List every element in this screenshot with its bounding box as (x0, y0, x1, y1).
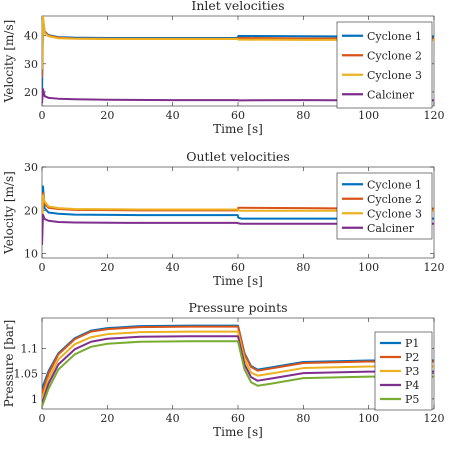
legend-label: Cyclone 1 (367, 30, 422, 43)
x-tick-label: 100 (358, 109, 379, 122)
legend-label: Cyclone 1 (367, 178, 422, 191)
x-axis-label: Time [s] (213, 122, 263, 136)
y-tick-label: 20 (24, 204, 38, 217)
y-tick-label: 30 (24, 161, 38, 174)
legend: Cyclone 1 Cyclone 2 Cyclone 3 Calciner (336, 21, 433, 109)
x-tick-label: 60 (231, 261, 245, 274)
series-group (42, 324, 434, 407)
legend-label: Cyclone 2 (367, 193, 422, 206)
y-axis-label: Pressure [bar] (2, 320, 16, 408)
x-axis-label: Time [s] (213, 425, 263, 439)
x-tick-label: 60 (231, 412, 245, 425)
x-tick-label: 20 (100, 109, 114, 122)
legend-label: P1 (405, 337, 419, 350)
x-tick-label: 0 (39, 261, 46, 274)
x-tick-label: 0 (39, 412, 46, 425)
y-tick-label: 20 (24, 86, 38, 99)
legend-label: Cyclone 3 (367, 69, 422, 82)
legend-label: Calciner (367, 88, 415, 101)
x-axis-label: Time [s] (213, 274, 263, 288)
chart-title: Pressure points (188, 300, 287, 315)
legend-label: P4 (405, 379, 419, 392)
chart-title: Outlet velocities (186, 149, 290, 164)
legend-label: Cyclone 2 (367, 49, 422, 62)
series-line-p3 (42, 330, 434, 400)
y-tick-label: 40 (24, 30, 38, 43)
series-line-p5 (42, 340, 434, 407)
x-tick-label: 120 (424, 261, 445, 274)
series-line-cyclone-1 (42, 185, 434, 241)
series-group (42, 185, 434, 246)
y-tick-label: 30 (24, 58, 38, 71)
legend-label: Calciner (367, 222, 415, 235)
series-line-calciner (42, 213, 434, 246)
x-tick-label: 60 (231, 109, 245, 122)
chart-title: Inlet velocities (191, 0, 284, 13)
x-tick-label: 100 (358, 412, 379, 425)
series-line-cyclone-3 (42, 16, 434, 70)
legend-label: P3 (405, 365, 419, 378)
series-line-p4 (42, 335, 434, 405)
x-tick-label: 120 (424, 109, 445, 122)
y-tick-label: 10 (24, 248, 38, 261)
legend-label: P5 (405, 393, 419, 406)
y-tick-label: 1 (31, 393, 38, 406)
chart-3: Pressure points 0 20 40 60 80 100 120 1 1.05 1.1 Ti… (2, 300, 445, 439)
x-tick-label: 40 (166, 412, 180, 425)
y-axis-label: Velocity [m/s] (2, 20, 16, 104)
y-tick-label: 1.1 (21, 342, 39, 355)
x-tick-label: 0 (39, 109, 46, 122)
legend-label: P2 (405, 351, 419, 364)
series-line-calciner (42, 88, 434, 104)
x-tick-label: 120 (424, 412, 445, 425)
x-tick-label: 100 (358, 261, 379, 274)
series-line-p2 (42, 325, 434, 395)
x-tick-label: 40 (166, 261, 180, 274)
series-group (42, 16, 434, 104)
legend-label: Cyclone 3 (367, 207, 422, 220)
series-line-cyclone-3 (42, 194, 434, 233)
x-tick-label: 20 (100, 412, 114, 425)
x-tick-label: 80 (296, 261, 310, 274)
y-axis-label: Velocity [m/s] (2, 171, 16, 255)
chart-2: Outlet velocities 0 20 40 60 80 100 120 10 20 30 Ti… (2, 149, 445, 288)
x-tick-label: 20 (100, 261, 114, 274)
y-tick-label: 1.05 (14, 368, 39, 381)
x-tick-label: 80 (296, 412, 310, 425)
x-tick-label: 40 (166, 109, 180, 122)
x-tick-label: 80 (296, 109, 310, 122)
